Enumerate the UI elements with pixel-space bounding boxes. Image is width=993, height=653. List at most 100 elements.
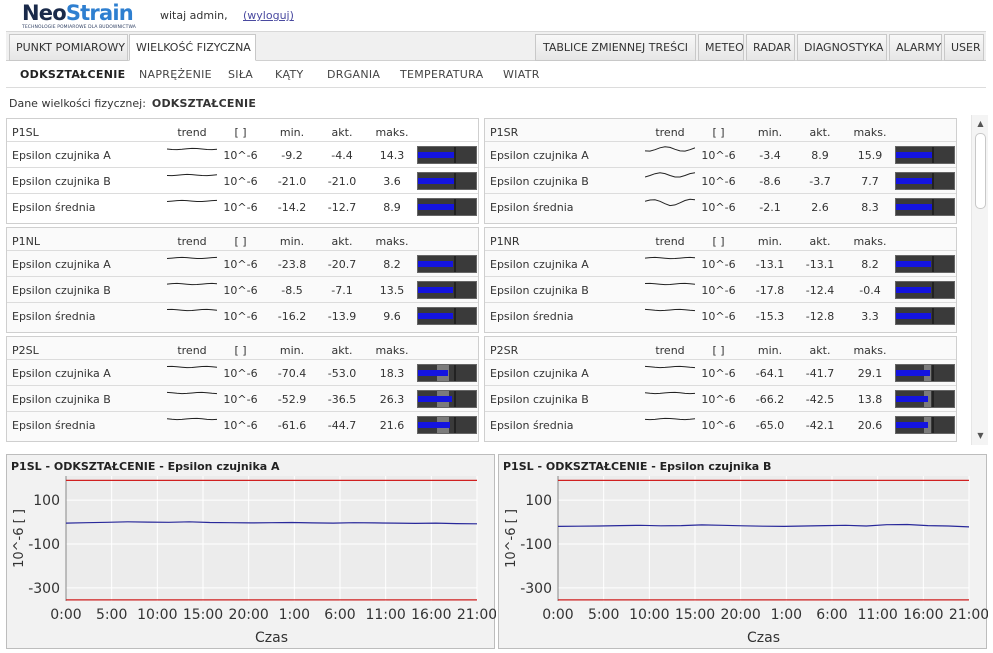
series-line <box>65 521 478 525</box>
level-separator <box>454 365 456 381</box>
x-tick-label: 11:00 <box>857 607 897 623</box>
sensor-label: Epsilon czujnika A <box>490 367 589 380</box>
sensor-row[interactable]: Epsilon czujnika A 10^-6 -64.1 -41.7 29.1 <box>485 359 956 385</box>
logo-strain-text: Strain <box>65 1 134 25</box>
panel-p1nr: P1NR trend [ ] min. akt. maks. Epsilon czujnik… <box>484 227 957 333</box>
level-separator <box>932 282 934 298</box>
tab-punkt-pomiarowy[interactable]: PUNKT POMIAROWY <box>9 34 128 61</box>
subtab-sila[interactable]: SIŁA <box>228 68 254 81</box>
column-header-unit: [ ] <box>234 344 247 357</box>
panel-name: P1SL <box>12 126 39 139</box>
sensor-label: Epsilon czujnika B <box>12 175 111 188</box>
sensor-row[interactable]: Epsilon czujnika B 10^-6 -52.9 -36.5 26.3 <box>7 385 478 411</box>
caption-prefix: Dane wielkości fizycznej: <box>9 97 146 110</box>
tab-radar[interactable]: RADAR <box>746 34 795 61</box>
column-header-max: maks. <box>853 344 887 357</box>
y-tick-label: -100 <box>28 537 60 553</box>
column-header-trend: trend <box>655 344 685 357</box>
sensor-label: Epsilon czujnika A <box>12 149 111 162</box>
level-separator <box>454 147 456 163</box>
panels-scrollbar[interactable]: ▲ ▼ <box>971 115 988 445</box>
level-bar <box>417 281 477 299</box>
column-header-act: akt. <box>331 126 353 139</box>
value-unit: 10^-6 <box>701 393 736 406</box>
level-separator <box>932 308 934 324</box>
sensor-row[interactable]: Epsilon czujnika B 10^-6 -66.2 -42.5 13.8 <box>485 385 956 411</box>
sensor-row[interactable]: Epsilon średnia 10^-6 -16.2 -13.9 9.6 <box>7 302 478 328</box>
tab-alarmy[interactable]: ALARMY <box>889 34 942 61</box>
sensor-row[interactable]: Epsilon czujnika A 10^-6 -70.4 -53.0 18.3 <box>7 359 478 385</box>
value-unit: 10^-6 <box>223 201 258 214</box>
level-fill <box>896 178 932 184</box>
subtab-naprezenie[interactable]: NAPRĘŻENIE <box>139 68 212 81</box>
sensor-label: Epsilon średnia <box>12 419 96 432</box>
value-act: -13.1 <box>805 258 835 271</box>
level-fill <box>896 313 931 319</box>
sensor-row[interactable]: Epsilon czujnika B 10^-6 -21.0 -21.0 3.6 <box>7 167 478 193</box>
trend-sparkline <box>645 146 695 152</box>
level-separator <box>932 199 934 215</box>
sensor-row[interactable]: Epsilon średnia 10^-6 -65.0 -42.1 20.6 <box>485 411 956 437</box>
panel-name: P1NL <box>12 235 40 248</box>
value-unit: 10^-6 <box>701 201 736 214</box>
sensor-row[interactable]: Epsilon czujnika B 10^-6 -17.8 -12.4 -0.4 <box>485 276 956 302</box>
y-axis-label: 10^-6 [ ] <box>504 509 519 568</box>
value-unit: 10^-6 <box>701 258 736 271</box>
tab-diagnostyka[interactable]: DIAGNOSTYKA <box>797 34 887 61</box>
tab-wielkosc-fizyczna[interactable]: WIELKOŚĆ FIZYCZNA <box>129 34 256 61</box>
tab-tablice-zmiennej-tresci[interactable]: TABLICE ZMIENNEJ TREŚCI <box>535 34 696 61</box>
y-tick-label: 100 <box>525 493 552 509</box>
sensor-row[interactable]: Epsilon czujnika B 10^-6 -8.5 -7.1 13.5 <box>7 276 478 302</box>
value-act: -41.7 <box>805 367 835 380</box>
trend-sparkline <box>645 308 695 312</box>
trend-sparkline <box>167 256 217 259</box>
sensor-row[interactable]: Epsilon czujnika A 10^-6 -3.4 8.9 15.9 <box>485 141 956 167</box>
scroll-up-arrow-icon[interactable]: ▲ <box>977 119 984 128</box>
sensor-row[interactable]: Epsilon średnia 10^-6 -61.6 -44.7 21.6 <box>7 411 478 437</box>
sensor-label: Epsilon średnia <box>12 201 96 214</box>
value-max: 3.6 <box>383 175 401 188</box>
value-unit: 10^-6 <box>223 175 258 188</box>
logout-link[interactable]: (wyloguj) <box>243 9 294 22</box>
tab-meteo[interactable]: METEO <box>698 34 744 61</box>
sensor-row[interactable]: Epsilon czujnika B 10^-6 -8.6 -3.7 7.7 <box>485 167 956 193</box>
sensor-row[interactable]: Epsilon średnia 10^-6 -14.2 -12.7 8.9 <box>7 193 478 219</box>
level-fill <box>418 204 454 210</box>
neostrain-logo[interactable]: NeoStrain TECHNOLOGIE POMIAROWE DLA BUDO… <box>22 1 144 31</box>
x-axis-label: Czas <box>747 630 780 646</box>
column-header-act: akt. <box>331 344 353 357</box>
column-header-min: min. <box>757 344 783 357</box>
x-tick-label: 20:00 <box>228 607 268 623</box>
sensor-row[interactable]: Epsilon czujnika A 10^-6 -23.8 -20.7 8.2 <box>7 250 478 276</box>
panel-p2sl: P2SL trend [ ] min. akt. maks. Epsilon czujnik… <box>6 336 479 442</box>
value-max: 15.9 <box>857 149 883 162</box>
subtab-drgania[interactable]: DRGANIA <box>327 68 381 81</box>
value-max: 26.3 <box>379 393 405 406</box>
level-fill <box>896 422 928 428</box>
tab-user[interactable]: USER <box>944 34 984 61</box>
value-min: -70.4 <box>277 367 307 380</box>
level-bar <box>895 146 955 164</box>
scroll-thumb[interactable] <box>975 133 986 209</box>
sensor-row[interactable]: Epsilon średnia 10^-6 -2.1 2.6 8.3 <box>485 193 956 219</box>
sensor-row[interactable]: Epsilon czujnika A 10^-6 -13.1 -13.1 8.2 <box>485 250 956 276</box>
subtab-katy[interactable]: KĄTY <box>275 68 304 81</box>
subtab-temperatura[interactable]: TEMPERATURA <box>400 68 484 81</box>
value-act: -3.7 <box>809 175 831 188</box>
subtab-wiatr[interactable]: WIATR <box>503 68 540 81</box>
value-unit: 10^-6 <box>701 175 736 188</box>
subtab-odksztalcenie[interactable]: ODKSZTAŁCENIE <box>20 68 126 81</box>
trend-sparkline <box>645 365 695 369</box>
sensor-row[interactable]: Epsilon średnia 10^-6 -15.3 -12.8 3.3 <box>485 302 956 328</box>
scroll-down-arrow-icon[interactable]: ▼ <box>977 431 984 440</box>
level-bar <box>895 416 955 434</box>
physical-quantity-caption: Dane wielkości fizycznej: ODKSZTAŁCENIE <box>9 97 256 110</box>
level-fill <box>418 261 453 267</box>
column-header-min: min. <box>279 235 305 248</box>
value-unit: 10^-6 <box>223 367 258 380</box>
value-unit: 10^-6 <box>701 284 736 297</box>
value-max: 14.3 <box>379 149 405 162</box>
chart-plot: 0:00 5:00 10:00 15:00 20:00 1:00 6:00 11:00 16:0… <box>504 476 988 646</box>
level-bar <box>417 416 477 434</box>
sensor-row[interactable]: Epsilon czujnika A 10^-6 -9.2 -4.4 14.3 <box>7 141 478 167</box>
